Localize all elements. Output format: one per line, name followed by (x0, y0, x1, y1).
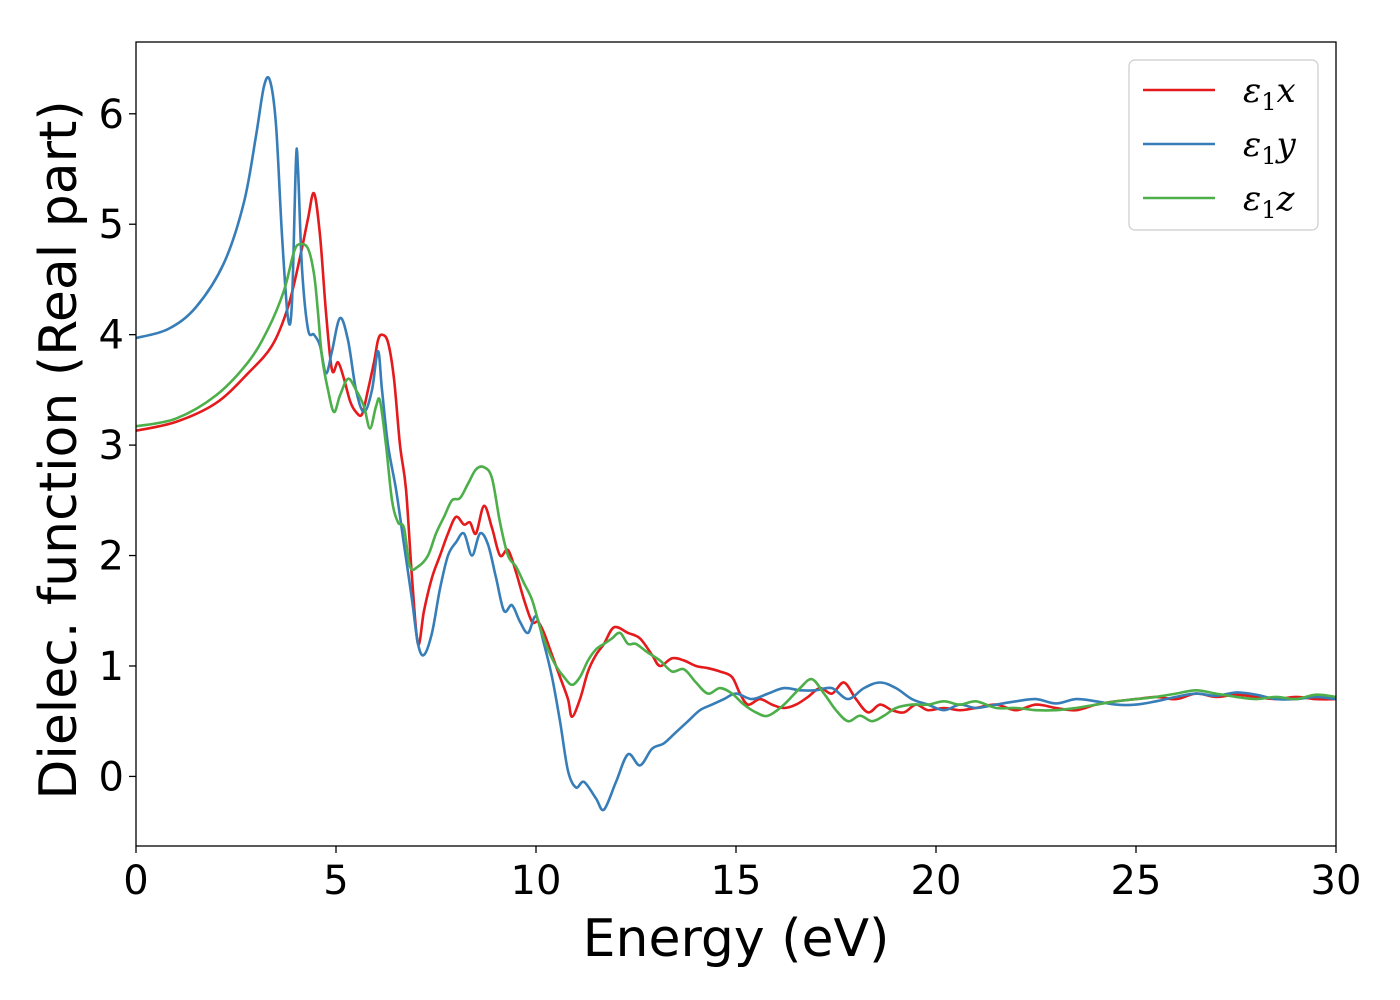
x-tick-label: 25 (1111, 858, 1162, 904)
y-axis-title: Dielec. function (Real part) (29, 100, 89, 799)
legend-item-y: ε1y (1143, 125, 1297, 170)
x-axis-title: Energy (eV) (583, 909, 890, 969)
x-tick-label: 20 (911, 858, 962, 904)
x-tick-label: 15 (711, 858, 762, 904)
x-tick-label: 10 (511, 858, 562, 904)
legend-label: ε1y (1243, 125, 1297, 170)
y-tick-label: 3 (99, 423, 124, 469)
series-line-y (136, 75, 1336, 812)
legend-label: ε1x (1243, 71, 1296, 116)
y-tick-label: 2 (99, 534, 124, 580)
legend-label: ε1z (1243, 179, 1296, 224)
y-tick-label: 6 (99, 92, 124, 138)
x-axis: 0 5 10 15 20 25 30 (123, 846, 1361, 904)
series-line-x (136, 191, 1336, 719)
y-tick-label: 4 (99, 313, 124, 359)
y-tick-label: 0 (99, 754, 124, 800)
series-line-z (136, 242, 1336, 723)
y-axis: 0 1 2 3 4 5 6 (99, 92, 136, 800)
legend-box (1128, 59, 1319, 231)
y-tick-label: 1 (99, 644, 124, 690)
x-tick-label: 0 (123, 858, 148, 904)
x-tick-label: 5 (323, 858, 348, 904)
series-layer (136, 75, 1336, 812)
legend-item-x: ε1x (1143, 71, 1296, 116)
x-tick-label: 30 (1311, 858, 1362, 904)
y-tick-label: 5 (99, 202, 124, 248)
legend-item-z: ε1z (1143, 179, 1296, 224)
legend: ε1x ε1y ε1z (1128, 59, 1319, 231)
